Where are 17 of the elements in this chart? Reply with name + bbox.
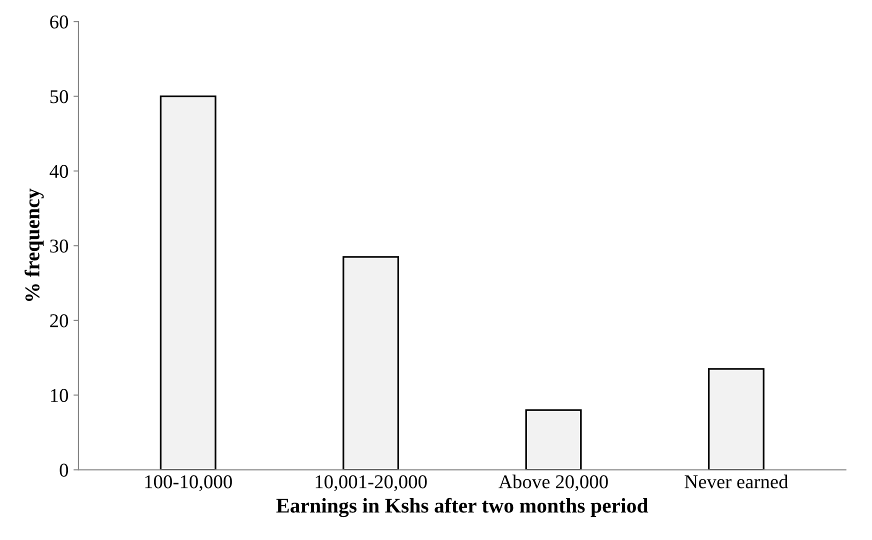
x-tick-label: Never earned [684, 474, 788, 488]
y-tick-label: 30 [50, 240, 68, 253]
bar [708, 368, 764, 470]
x-tick-label: Above 20,000 [498, 474, 608, 492]
y-tick-label: 50 [50, 90, 68, 104]
y-tick-label: 60 [50, 15, 68, 29]
bar [160, 95, 216, 470]
bar [342, 256, 400, 470]
y-tick-label: 20 [50, 314, 68, 328]
bar [525, 409, 582, 470]
x-tick-label: 10,001-20,000 [316, 475, 427, 492]
y-axis-title: % frequency [24, 188, 44, 301]
y-tick-label: 0 [60, 464, 68, 477]
y-tick-label: 10 [51, 388, 68, 402]
x-tick-label: 100-10,000 [145, 475, 232, 492]
y-tick-label: 40 [50, 164, 68, 178]
x-axis-title: Earnings in Kshs after two months period [276, 498, 648, 518]
